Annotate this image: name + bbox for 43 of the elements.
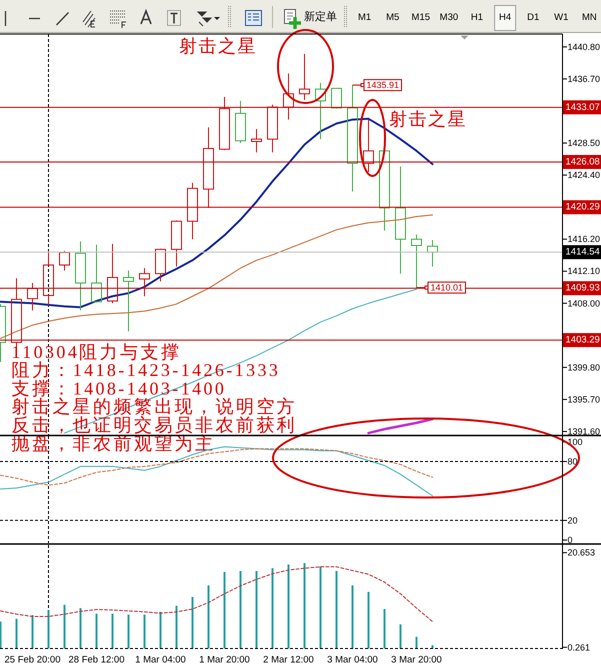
text: H1 — [470, 12, 484, 23]
y-tick-label: 0 — [568, 535, 573, 546]
ref-line-label: 1409.93 — [566, 282, 600, 294]
text: M15 — [412, 12, 430, 23]
y-tick-label: 1424.40 — [568, 170, 600, 180]
y-tick-label: 1395.70 — [568, 394, 600, 404]
y-tick-label: 1391.60 — [568, 426, 600, 436]
y-tick-label: 1440.80 — [568, 42, 600, 52]
y-tick-label: 1436.70 — [568, 74, 600, 84]
annotation: 1435.91 — [366, 80, 400, 90]
annotation: 射击之星 — [388, 109, 468, 129]
text: H4 — [499, 12, 512, 23]
y-tick-label: 1399.80 — [568, 362, 600, 372]
x-tick-label: 2 Mar 12:00 — [263, 654, 314, 666]
text: M5 — [386, 12, 400, 23]
x-tick-label: 1 Mar 04:00 — [135, 654, 186, 666]
x-tick-label: 1 Mar 20:00 — [199, 654, 250, 666]
text: D1 — [527, 12, 540, 23]
x-tick-label: 28 Feb 12:00 — [68, 654, 124, 666]
text: M30 — [440, 12, 458, 23]
text: M1 — [358, 12, 372, 23]
text: MN — [582, 12, 597, 23]
ref-line-label: 1414.54 — [566, 246, 600, 258]
y-tick-label: 20.653 — [568, 548, 596, 558]
ref-line-label: 1420.29 — [566, 202, 600, 213]
annotation: 射击之星 — [178, 36, 258, 56]
x-tick-label: 25 Feb 20:00 — [4, 654, 60, 666]
x-tick-label: 3 Mar 20:00 — [391, 654, 442, 666]
y-tick-label: 1416.20 — [568, 234, 600, 244]
y-tick-label: 20 — [568, 515, 578, 526]
y-tick-label: 0.261 — [568, 642, 590, 652]
text: 新定单 — [304, 10, 337, 23]
y-tick-label: 1408.00 — [568, 298, 600, 308]
y-tick-label: 1412.10 — [568, 266, 600, 276]
ref-line-label: 1403.29 — [566, 334, 600, 346]
annotation: 1410.01 — [430, 282, 464, 293]
text: W1 — [554, 12, 568, 23]
ref-line-label: 1426.08 — [566, 156, 600, 168]
ref-line-label: 1433.07 — [566, 102, 600, 113]
x-tick-label: 3 Mar 04:00 — [327, 654, 378, 666]
y-tick-label: 1428.50 — [568, 138, 600, 148]
annotation: 110304阻力与支撑 — [12, 342, 182, 362]
y-tick-label: 80 — [568, 456, 578, 467]
